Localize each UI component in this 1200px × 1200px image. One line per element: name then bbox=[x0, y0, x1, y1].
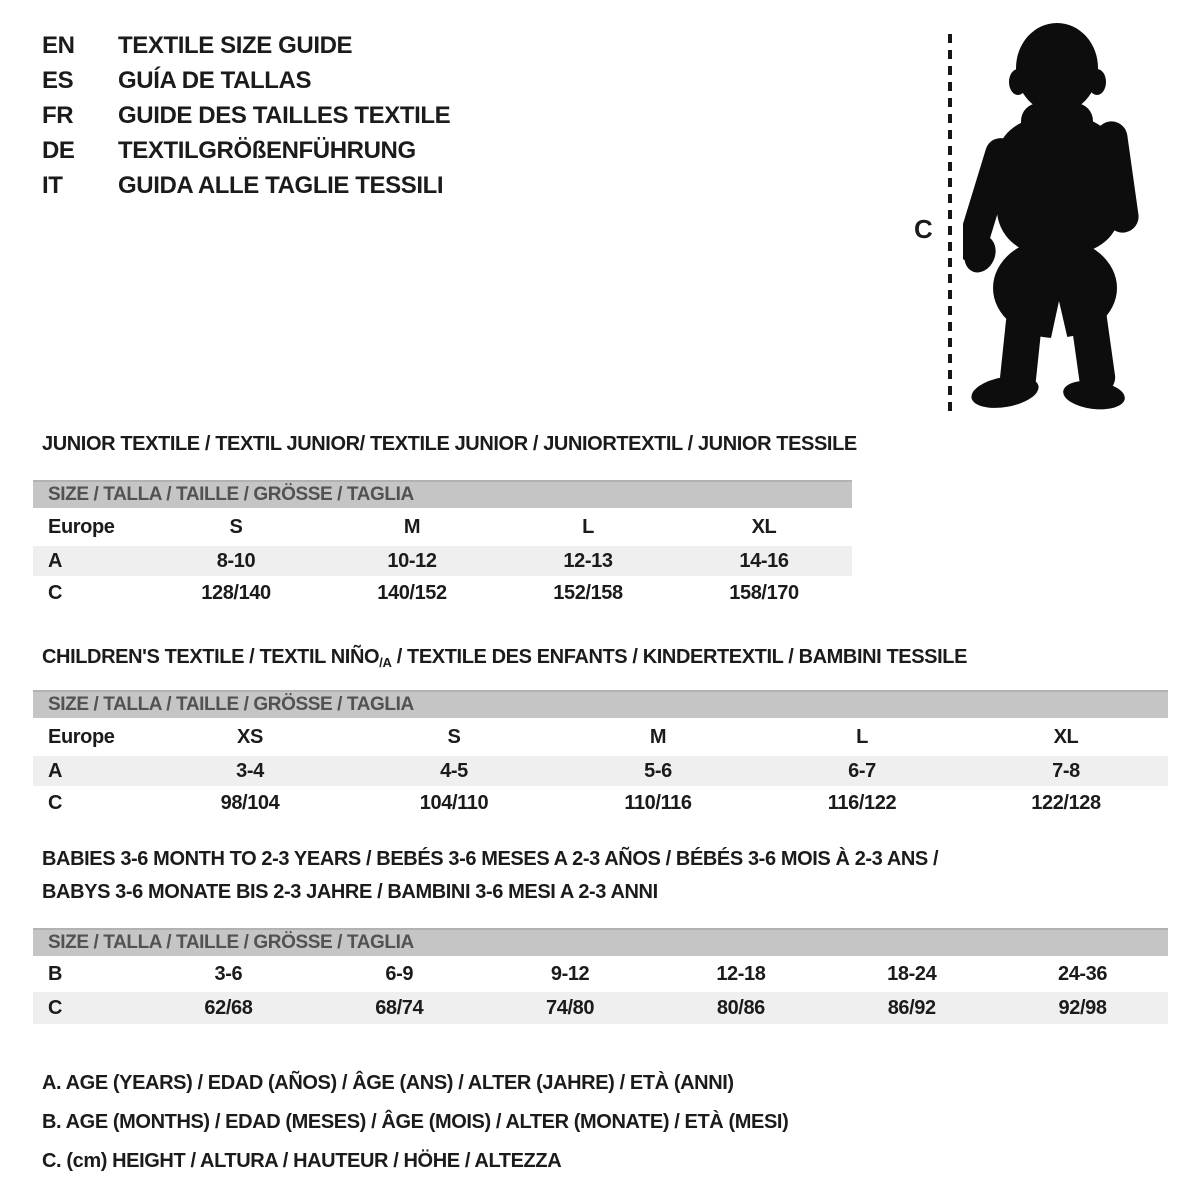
cell-value: 4-5 bbox=[440, 759, 468, 782]
cell-value: 5-6 bbox=[644, 759, 672, 782]
header-cell-size: L bbox=[582, 516, 594, 538]
junior-section-title: JUNIOR TEXTILE / TEXTIL JUNIOR/ TEXTILE … bbox=[42, 433, 857, 455]
babies-title-line1: BABIES 3-6 MONTH TO 2-3 YEARS / BEBÉS 3-… bbox=[42, 848, 939, 870]
lang-row-it: IT GUIDA ALLE TAGLIE TESSILI bbox=[42, 168, 450, 203]
lang-title: GUIDA ALLE TAGLIE TESSILI bbox=[118, 171, 444, 199]
children-row-height: C 98/104 104/110 110/116 116/122 122/128 bbox=[33, 788, 1168, 818]
lang-code: EN bbox=[42, 31, 75, 59]
lang-row-de: DE TEXTILGRÖßENFÜHRUNG bbox=[42, 133, 450, 168]
cell-value: 74/80 bbox=[546, 996, 595, 1019]
header-cell-size: XL bbox=[1053, 726, 1079, 748]
header-cell-size: L bbox=[856, 726, 868, 748]
lang-title: TEXTILE SIZE GUIDE bbox=[118, 31, 353, 59]
header-cell-region: Europe bbox=[48, 726, 115, 748]
lang-title: GUIDE DES TAILLES TEXTILE bbox=[118, 101, 451, 129]
lang-code: DE bbox=[42, 136, 75, 164]
children-title-rest: / TEXTILE DES ENFANTS / KINDERTEXTIL / B… bbox=[391, 646, 968, 668]
babies-row-height: C 62/68 68/74 74/80 80/86 86/92 92/98 bbox=[33, 992, 1168, 1024]
children-table-header: Europe XS S M L XL bbox=[33, 721, 1168, 754]
junior-size-table: SIZE / TALLA / TAILLE / GRÖSSE / TAGLIA … bbox=[33, 480, 852, 608]
children-title-sub: /A bbox=[379, 655, 392, 670]
children-size-table: SIZE / TALLA / TAILLE / GRÖSSE / TAGLIA … bbox=[33, 690, 1168, 818]
cell-value: 104/110 bbox=[419, 791, 489, 814]
row-label: C bbox=[48, 581, 63, 604]
cell-value: 12-13 bbox=[563, 549, 613, 572]
cell-value: 8-10 bbox=[216, 549, 256, 572]
toddler-silhouette-icon bbox=[963, 23, 1139, 410]
cell-value: 158/170 bbox=[729, 581, 799, 604]
cell-value: 128/140 bbox=[201, 581, 271, 604]
size-header-bar: SIZE / TALLA / TAILLE / GRÖSSE / TAGLIA bbox=[33, 690, 1168, 718]
lang-code: FR bbox=[42, 101, 74, 129]
cell-value: 18-24 bbox=[887, 962, 937, 985]
cell-value: 122/128 bbox=[1031, 791, 1101, 814]
cell-value: 3-6 bbox=[214, 962, 243, 985]
junior-table-header: Europe S M L XL bbox=[33, 511, 852, 544]
lang-row-es: ES GUÍA DE TALLAS bbox=[42, 63, 450, 98]
cell-value: 24-36 bbox=[1057, 962, 1108, 985]
header-cell-size: S bbox=[447, 726, 461, 748]
footnote-age-years: A. AGE (YEARS) / EDAD (AÑOS) / ÂGE (ANS)… bbox=[42, 1072, 734, 1094]
children-row-age: A 3-4 4-5 5-6 6-7 7-8 bbox=[33, 756, 1168, 786]
cell-value: 6-9 bbox=[385, 962, 414, 985]
cell-value: 10-12 bbox=[387, 549, 437, 572]
cell-value: 152/158 bbox=[553, 581, 623, 604]
cell-value: 6-7 bbox=[848, 759, 876, 782]
header-cell-size: S bbox=[229, 516, 243, 538]
footnote-height: C. (cm) HEIGHT / ALTURA / HAUTEUR / HÖHE… bbox=[42, 1150, 562, 1172]
lang-row-fr: FR GUIDE DES TAILLES TEXTILE bbox=[42, 98, 451, 133]
cell-value: 110/116 bbox=[624, 791, 692, 814]
lang-title: TEXTILGRÖßENFÜHRUNG bbox=[118, 136, 416, 164]
row-label: A bbox=[48, 759, 63, 782]
babies-row-months: B 3-6 6-9 9-12 12-18 18-24 24-36 bbox=[33, 958, 1168, 990]
row-label: A bbox=[48, 549, 63, 572]
cell-value: 116/122 bbox=[827, 791, 897, 814]
babies-title-line2: BABYS 3-6 MONATE BIS 2-3 JAHRE / BAMBINI… bbox=[42, 881, 658, 903]
cell-value: 86/92 bbox=[887, 996, 936, 1019]
cell-value: 80/86 bbox=[716, 996, 765, 1019]
cell-value: 98/104 bbox=[220, 791, 280, 814]
cell-value: 12-18 bbox=[716, 962, 766, 985]
height-measure-dashed-line bbox=[948, 34, 952, 418]
junior-row-age: A 8-10 10-12 12-13 14-16 bbox=[33, 546, 852, 576]
children-title-main: CHILDREN'S TEXTILE / TEXTIL NIÑO bbox=[42, 646, 380, 668]
row-label: C bbox=[48, 791, 63, 814]
header-cell-region: Europe bbox=[48, 516, 115, 538]
row-label: B bbox=[48, 962, 63, 985]
header-cell-size: M bbox=[403, 516, 421, 538]
cell-value: 9-12 bbox=[550, 962, 590, 985]
lang-row-en: EN TEXTILE SIZE GUIDE bbox=[42, 28, 450, 63]
header-cell-size: XS bbox=[237, 726, 263, 748]
cell-value: 3-4 bbox=[236, 759, 264, 782]
cell-value: 62/68 bbox=[204, 996, 253, 1019]
row-label: C bbox=[48, 996, 63, 1019]
lang-title: GUÍA DE TALLAS bbox=[118, 66, 312, 94]
babies-size-table: SIZE / TALLA / TAILLE / GRÖSSE / TAGLIA … bbox=[33, 928, 1168, 1024]
cell-value: 68/74 bbox=[375, 996, 424, 1019]
cell-value: 14-16 bbox=[739, 549, 789, 572]
children-section-title: CHILDREN'S TEXTILE / TEXTIL NIÑO/A / TEX… bbox=[42, 646, 967, 670]
height-measure-label: C bbox=[914, 214, 933, 244]
header-cell-size: XL bbox=[751, 516, 777, 538]
size-header-bar: SIZE / TALLA / TAILLE / GRÖSSE / TAGLIA bbox=[33, 928, 1168, 956]
header-cell-size: M bbox=[649, 726, 667, 748]
language-title-list: EN TEXTILE SIZE GUIDE ES GUÍA DE TALLAS … bbox=[42, 28, 451, 203]
footnote-age-months: B. AGE (MONTHS) / EDAD (MESES) / ÂGE (MO… bbox=[42, 1111, 789, 1133]
lang-code: ES bbox=[42, 66, 74, 94]
size-header-bar: SIZE / TALLA / TAILLE / GRÖSSE / TAGLIA bbox=[33, 480, 852, 508]
cell-value: 7-8 bbox=[1052, 759, 1080, 782]
junior-row-height: C 128/140 140/152 152/158 158/170 bbox=[33, 578, 852, 608]
lang-code: IT bbox=[42, 171, 63, 199]
cell-value: 92/98 bbox=[1058, 996, 1107, 1019]
babies-section-title: BABIES 3-6 MONTH TO 2-3 YEARS / BEBÉS 3-… bbox=[42, 843, 939, 909]
cell-value: 140/152 bbox=[377, 581, 447, 604]
